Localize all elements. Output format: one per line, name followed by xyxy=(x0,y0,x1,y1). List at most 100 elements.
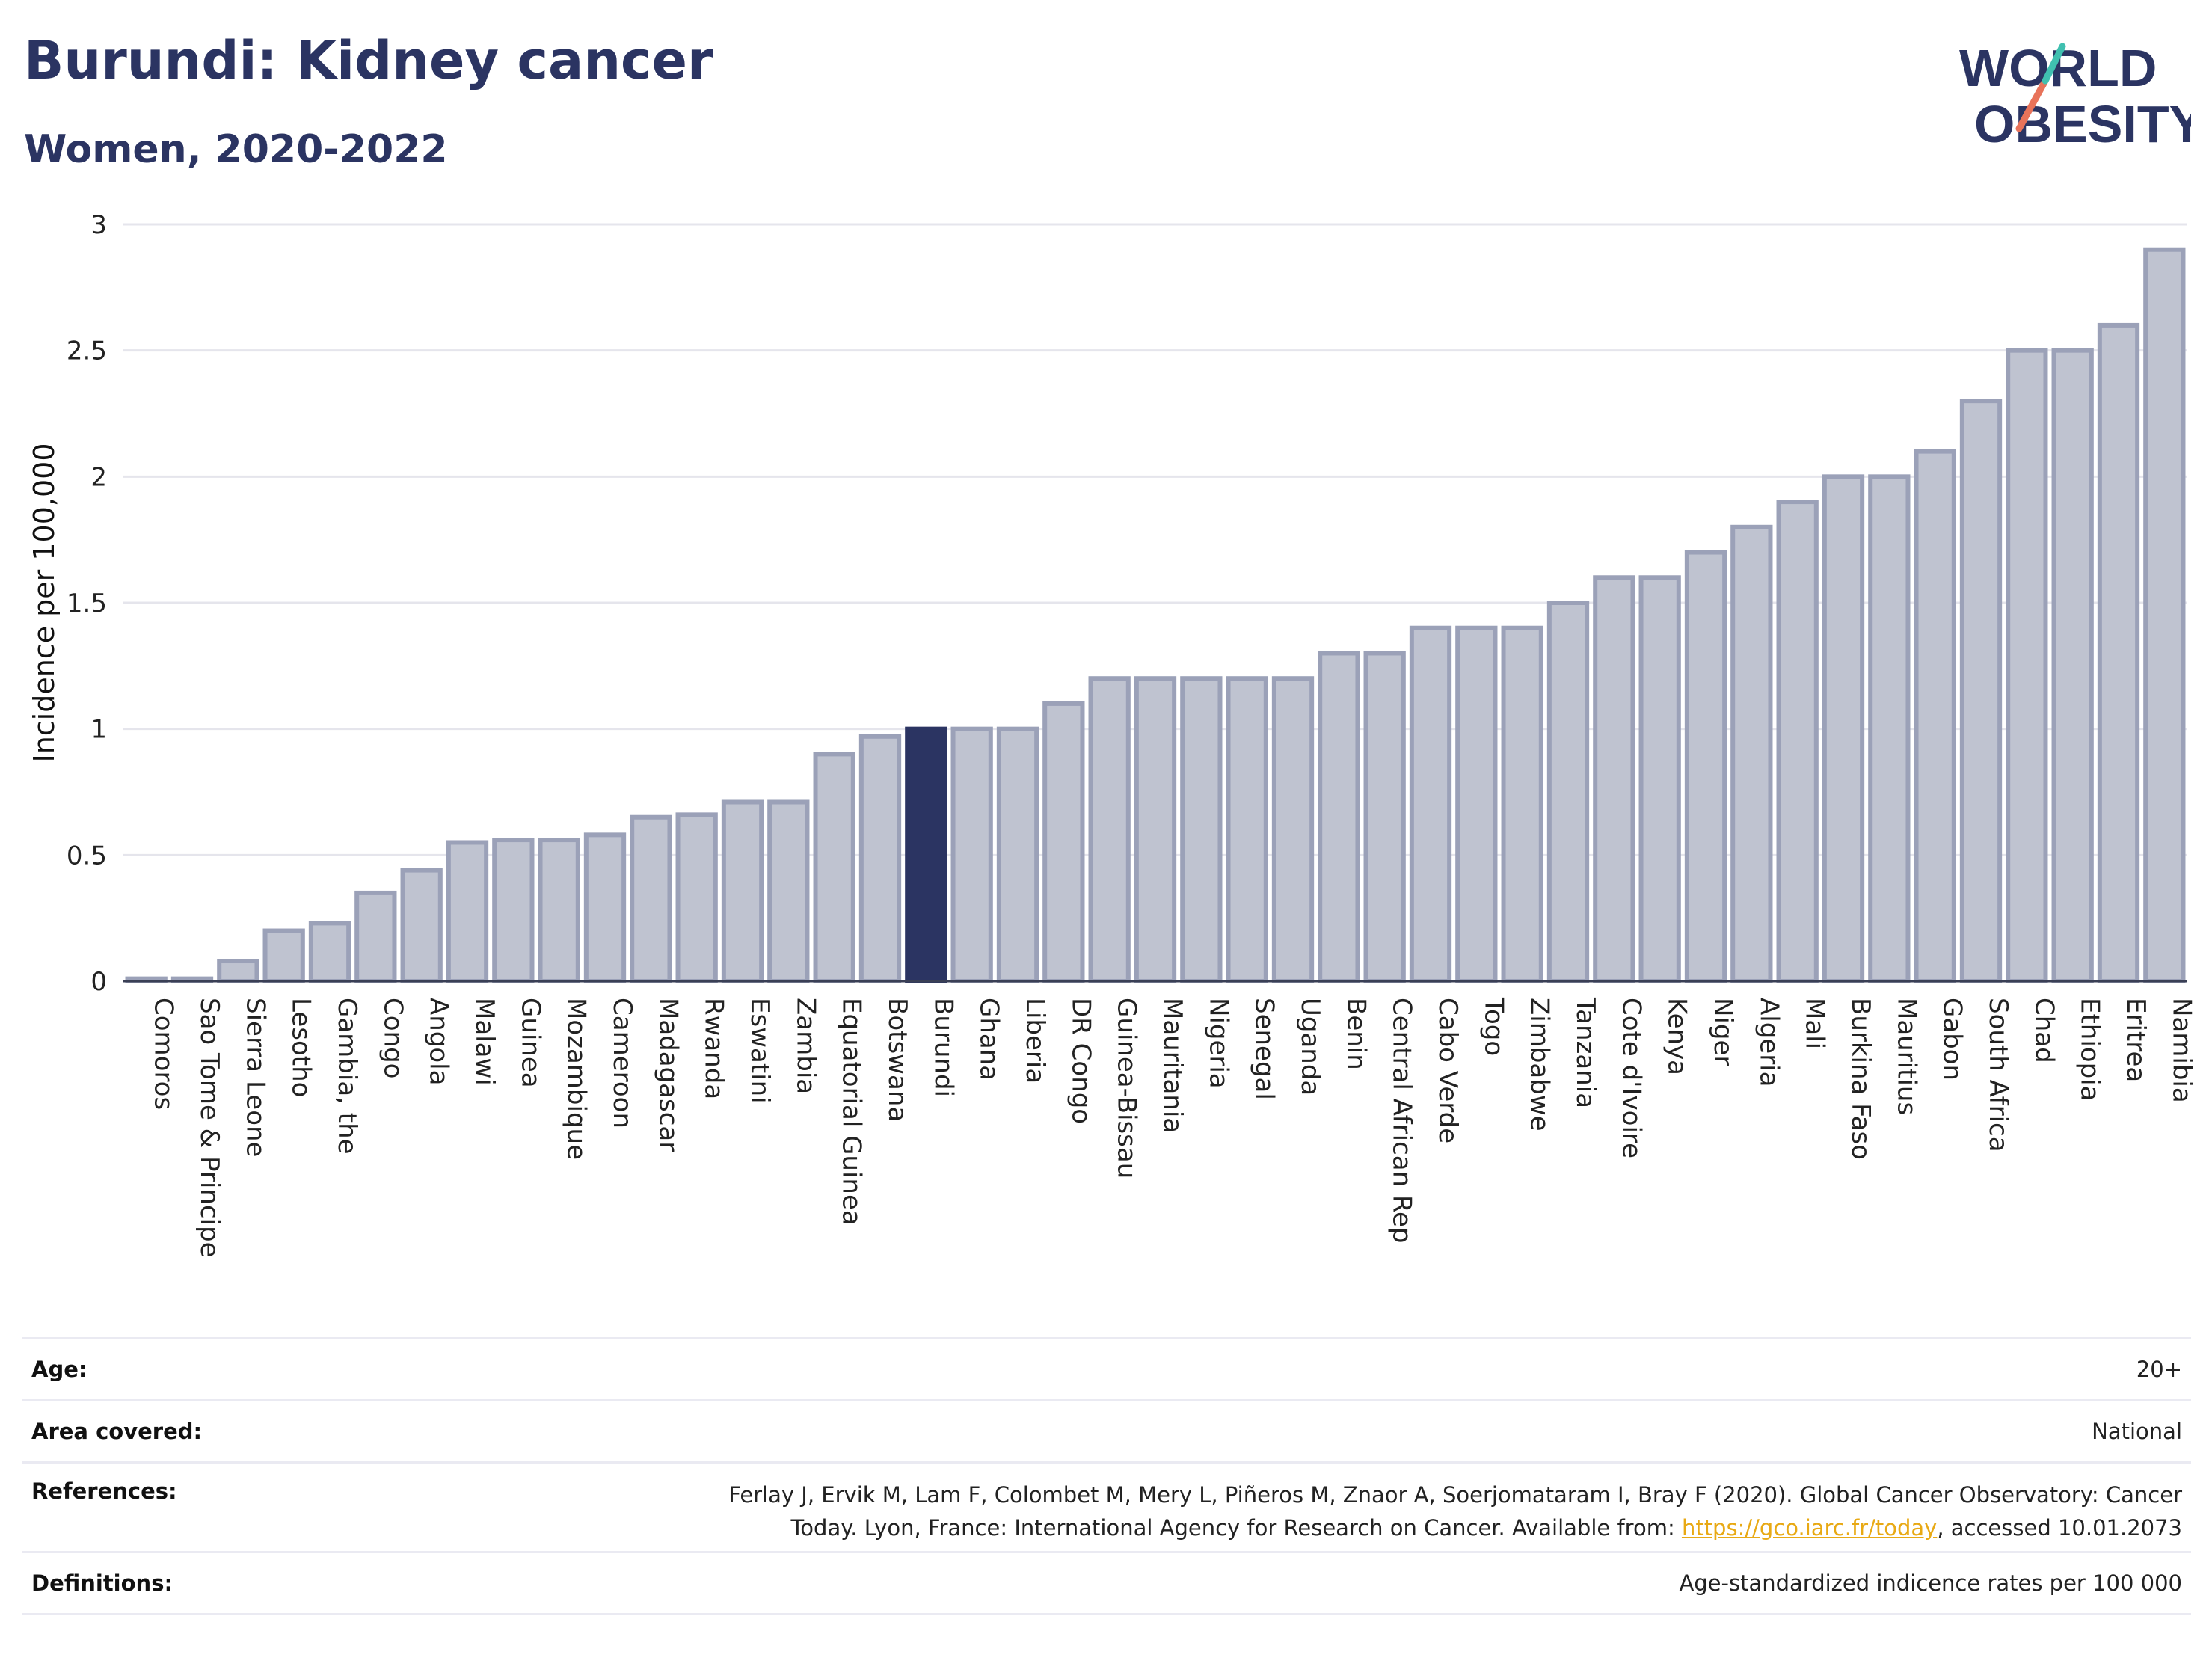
age-label: Age: xyxy=(31,1357,87,1382)
x-tick-label: Gabon xyxy=(1938,998,1967,1081)
x-tick-label: Eritrea xyxy=(2121,998,2151,1082)
references-line2-pre: Today. Lyon, France: International Agenc… xyxy=(790,1515,1682,1541)
bar-mauritius xyxy=(1868,474,1911,983)
bar-tanzania xyxy=(1546,601,1590,983)
x-tick-label: Namibia xyxy=(2166,998,2196,1103)
bar-guinea xyxy=(492,838,535,984)
x-tick-label: Zambia xyxy=(790,998,820,1094)
x-tick-label: Rwanda xyxy=(699,998,729,1099)
bar-zimbabwe xyxy=(1501,625,1543,983)
x-tick-label: Niger xyxy=(1708,998,1738,1066)
x-tick-label: Chad xyxy=(2029,998,2059,1063)
x-tick-label: Mali xyxy=(1800,998,1830,1049)
x-tick-label: Benin xyxy=(1341,998,1371,1070)
x-tick-label: Zimbabwe xyxy=(1525,998,1555,1132)
x-tick-label: Ethiopia xyxy=(2075,998,2105,1101)
bar-madagascar xyxy=(630,814,672,983)
logo-line2: OBESITY xyxy=(1974,95,2191,153)
y-tick-label: 0.5 xyxy=(67,841,107,871)
x-tick-label: Madagascar xyxy=(653,998,683,1152)
x-tick-label: Sierra Leone xyxy=(240,998,270,1157)
x-tick-label: Kenya xyxy=(1662,998,1692,1075)
bar-cote-d-ivoire xyxy=(1593,575,1635,983)
bar-equatorial-guinea xyxy=(813,752,855,984)
x-tick-label: Lesotho xyxy=(286,998,316,1097)
x-tick-label: Mauritius xyxy=(1891,998,1921,1115)
bar-cabo-verde xyxy=(1409,625,1452,983)
bar-lesotho xyxy=(262,928,305,983)
chart-subtitle: Women, 2020-2022 xyxy=(24,127,448,172)
bar-congo xyxy=(354,890,397,984)
bar-guinea-bissau xyxy=(1088,676,1131,983)
x-tick-label: Eswatini xyxy=(745,998,775,1104)
x-tick-label: Mozambique xyxy=(562,998,592,1160)
bar-eritrea xyxy=(2097,322,2140,983)
references-label: References: xyxy=(31,1479,177,1504)
x-tick-label: Central African Rep xyxy=(1387,998,1417,1244)
bar-uganda xyxy=(1271,676,1315,983)
info-row-definitions: Definitions: Age-standardized indicence … xyxy=(22,1551,2191,1615)
x-tick-label: Senegal xyxy=(1250,998,1279,1100)
x-tick-label: Burundi xyxy=(928,998,958,1097)
info-row-age: Age: 20+ xyxy=(22,1337,2191,1399)
world-obesity-logo: WORLD OBESITY xyxy=(1959,39,2191,153)
x-tick-labels: Comoros Sao Tome & Principe Sierra Leone Le… xyxy=(149,997,2197,1258)
bar-mauritania xyxy=(1134,676,1177,983)
bars xyxy=(125,247,2186,984)
bar-gambia-the xyxy=(308,921,351,983)
bar-malawi xyxy=(446,840,489,984)
x-tick-label: Nigeria xyxy=(1203,998,1233,1089)
y-tick-label: 1 xyxy=(90,715,107,745)
x-tick-label: Uganda xyxy=(1295,998,1325,1096)
bar-niger xyxy=(1684,550,1727,983)
bar-cameroon xyxy=(583,832,627,984)
bar-burundi xyxy=(905,726,947,984)
x-tick-label: Equatorial Guinea xyxy=(837,998,867,1226)
bar-gabon xyxy=(1914,449,1956,983)
y-tick-label: 1.5 xyxy=(67,589,107,618)
chart-title: Burundi: Kidney cancer xyxy=(24,30,713,91)
y-tick-label: 3 xyxy=(90,210,107,240)
info-row-references: References: Ferlay J, Ervik M, Lam F, Co… xyxy=(22,1461,2191,1551)
area-value: National xyxy=(2092,1419,2182,1444)
bar-south-africa xyxy=(1959,399,2003,983)
references-line2-post: , accessed 10.01.2073 xyxy=(1937,1515,2182,1541)
bar-namibia xyxy=(2143,247,2186,983)
definitions-label: Definitions: xyxy=(31,1570,173,1596)
bar-botswana xyxy=(858,734,902,984)
logo-stripe-coral xyxy=(2015,77,2049,132)
area-label: Area covered: xyxy=(31,1419,203,1444)
bar-angola xyxy=(400,868,443,984)
bar-rwanda xyxy=(675,812,718,983)
info-row-area: Area covered: National xyxy=(22,1399,2191,1461)
bar-chart: 0 0.5 1 1.5 2 2.5 3 Comoros Sao Tome & Principe… xyxy=(28,210,2197,1258)
y-tick-label: 2 xyxy=(90,462,107,492)
references-value: Ferlay J, Ervik M, Lam F, Colombet M, Me… xyxy=(728,1479,2182,1544)
x-tick-label: Cabo Verde xyxy=(1433,998,1463,1143)
bar-burkina-faso xyxy=(1822,474,1865,983)
x-tick-label: Burkina Faso xyxy=(1846,998,1875,1160)
x-tick-label: Cote d'Ivoire xyxy=(1616,998,1646,1158)
x-tick-label: South Africa xyxy=(1983,998,2013,1152)
y-tick-labels: 0 0.5 1 1.5 2 2.5 3 xyxy=(67,210,107,997)
x-tick-label: Comoros xyxy=(149,998,179,1110)
x-tick-label: Cameroon xyxy=(607,998,637,1129)
bar-mali xyxy=(1776,500,1819,983)
x-tick-label: Botswana xyxy=(882,998,912,1122)
bar-eswatini xyxy=(721,799,764,983)
bar-benin xyxy=(1318,651,1360,983)
x-tick-label: Angola xyxy=(424,998,454,1085)
bar-nigeria xyxy=(1180,676,1223,983)
x-tick-label: Togo xyxy=(1478,997,1508,1056)
bar-dr-congo xyxy=(1042,701,1085,984)
y-tick-label: 0 xyxy=(90,967,107,997)
bar-ethiopia xyxy=(2051,348,2094,983)
x-tick-label: Gambia, the xyxy=(332,998,362,1155)
bar-chad xyxy=(2006,348,2048,983)
bar-zambia xyxy=(767,799,810,983)
references-line1: Ferlay J, Ervik M, Lam F, Colombet M, Me… xyxy=(728,1482,2182,1508)
x-tick-label: Ghana xyxy=(974,998,1004,1081)
logo-stripe-teal xyxy=(2042,43,2066,85)
references-link[interactable]: https://gco.iarc.fr/today xyxy=(1681,1515,1938,1541)
x-tick-label: Algeria xyxy=(1754,998,1784,1087)
